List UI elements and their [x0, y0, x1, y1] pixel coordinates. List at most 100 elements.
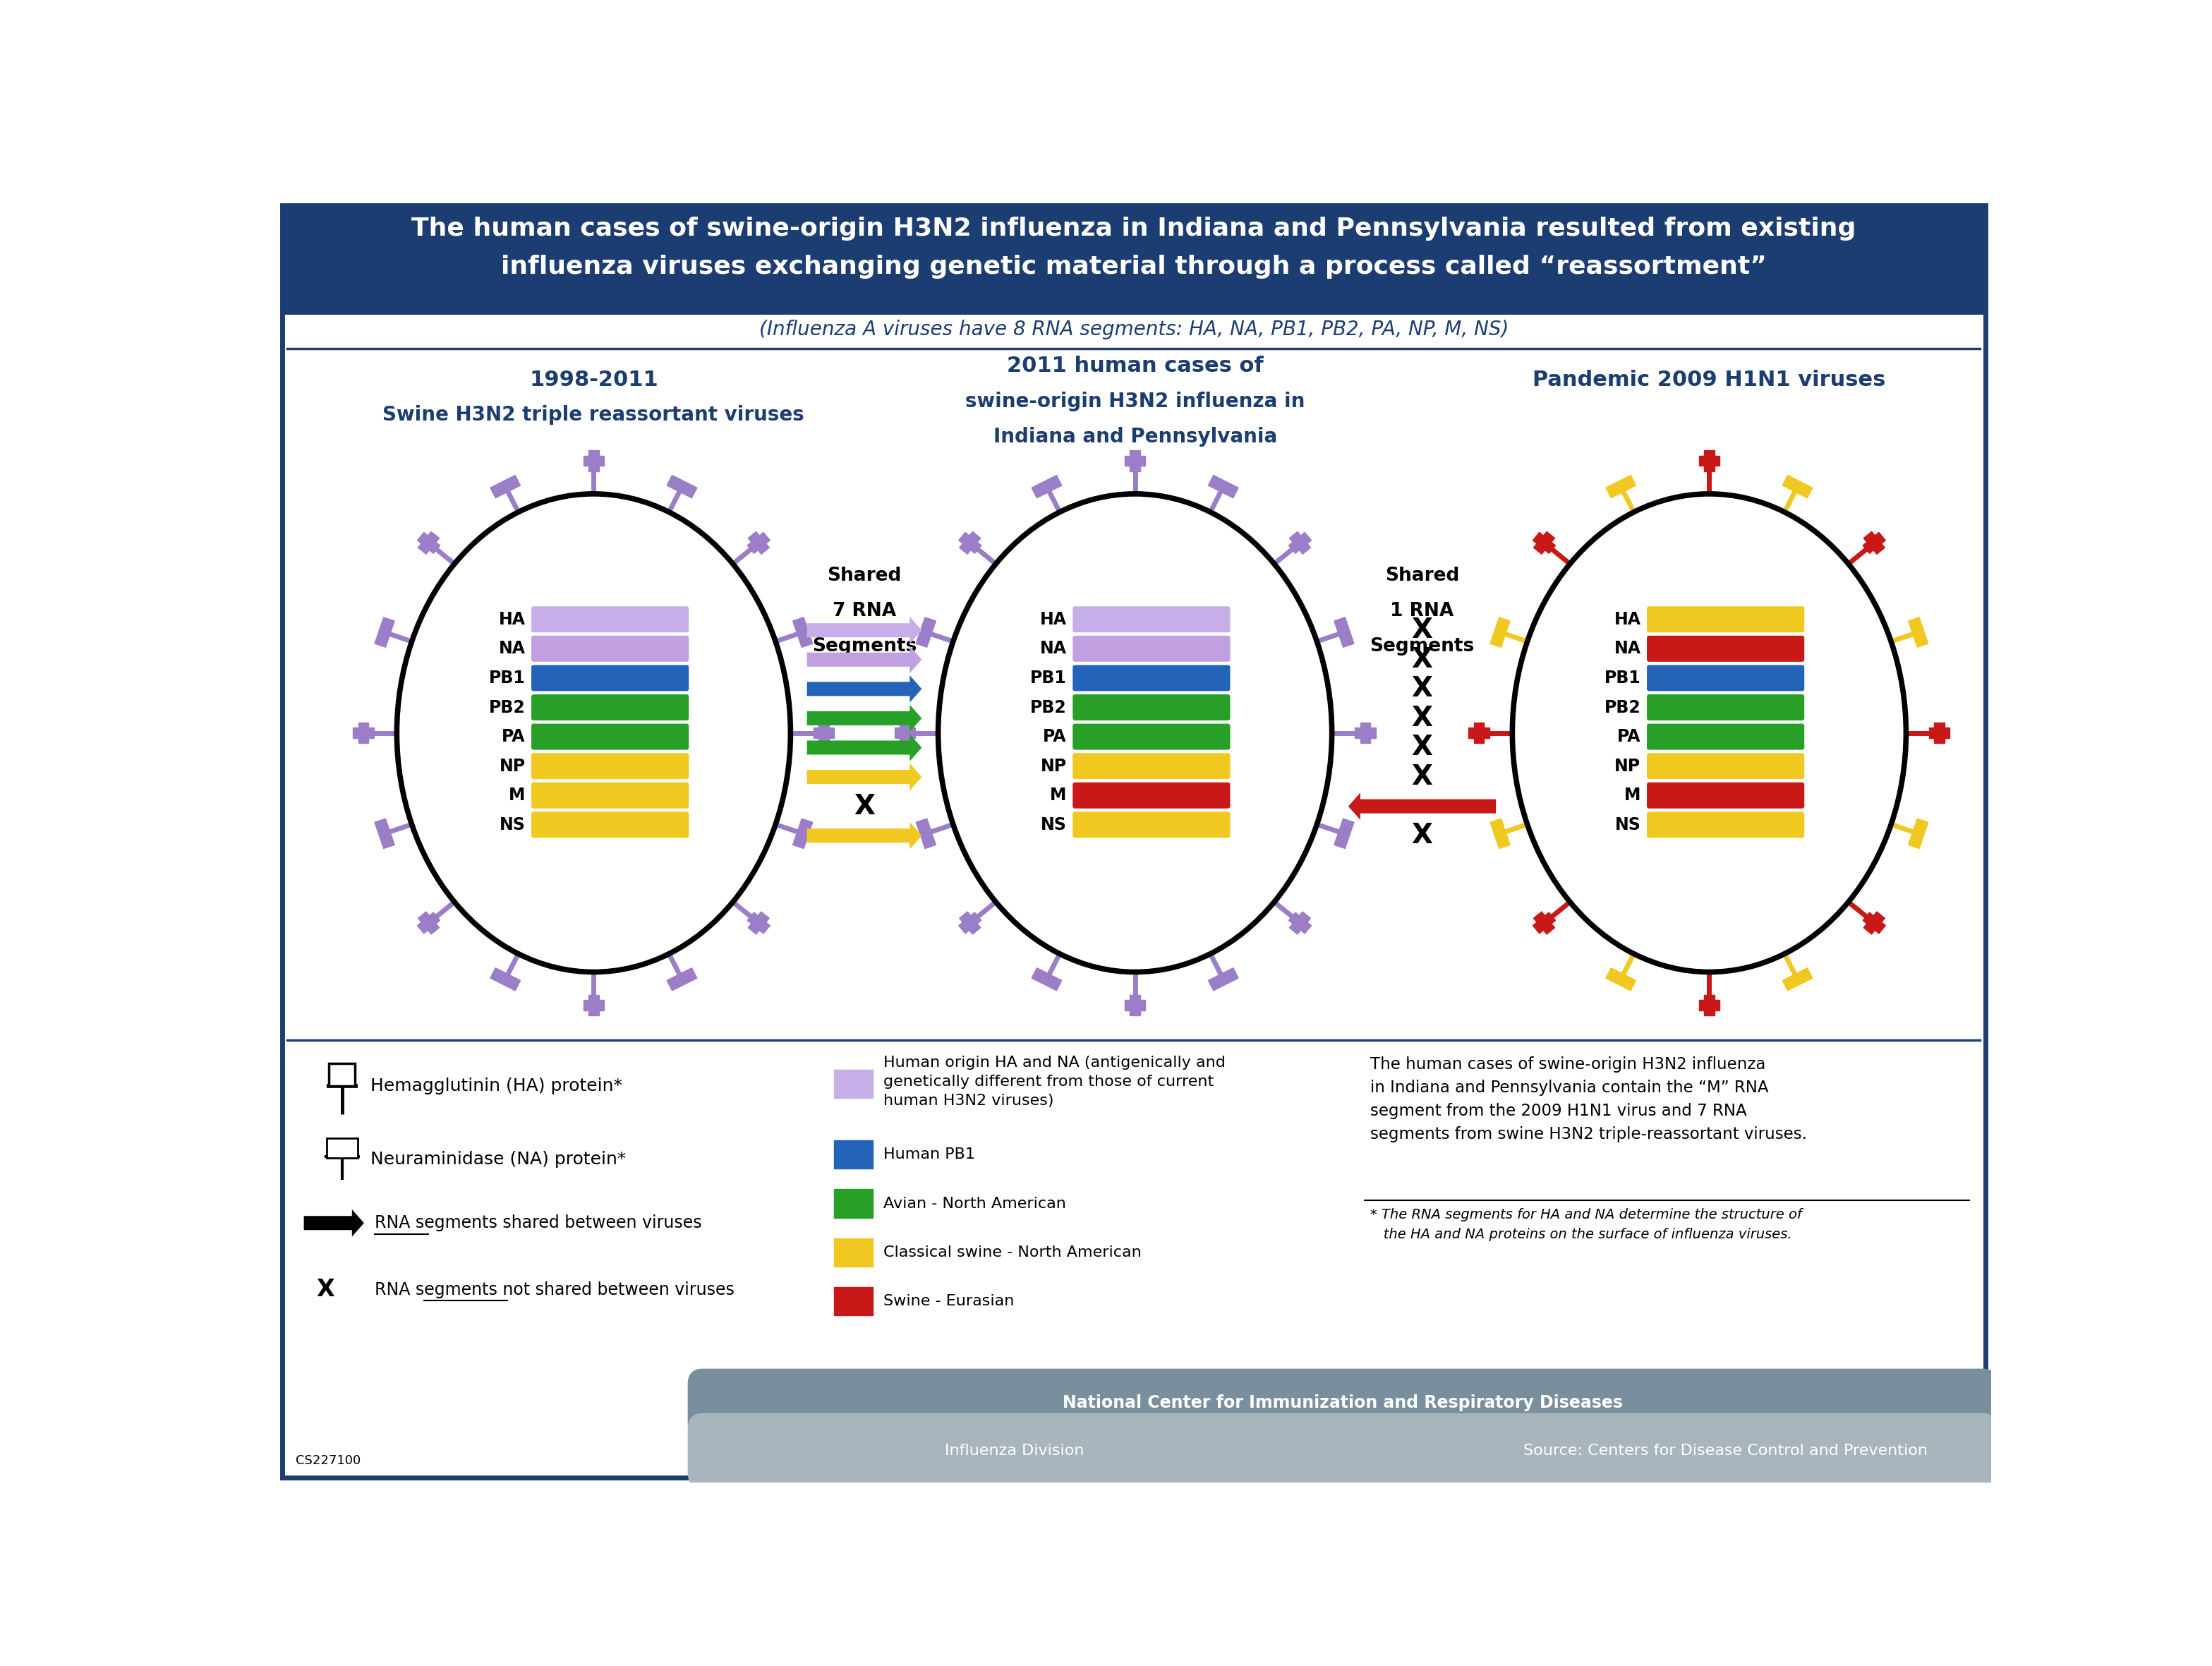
Polygon shape [1703, 995, 1714, 1016]
Polygon shape [1909, 818, 1929, 848]
Text: Swine - Eurasian: Swine - Eurasian [883, 1294, 1015, 1308]
Text: X: X [316, 1278, 334, 1301]
FancyBboxPatch shape [1648, 811, 1805, 838]
Polygon shape [588, 995, 599, 1016]
FancyBboxPatch shape [1073, 723, 1230, 750]
Polygon shape [358, 723, 369, 743]
Polygon shape [1783, 475, 1812, 498]
FancyBboxPatch shape [1073, 695, 1230, 720]
Polygon shape [1491, 618, 1511, 648]
Polygon shape [1130, 995, 1139, 1016]
Text: X: X [1411, 763, 1433, 790]
Polygon shape [1909, 618, 1929, 648]
Text: Avian - North American: Avian - North American [883, 1196, 1066, 1211]
Bar [281, 205, 1986, 315]
Polygon shape [1703, 450, 1714, 471]
Polygon shape [818, 723, 830, 743]
Text: PA: PA [1617, 728, 1641, 745]
FancyBboxPatch shape [531, 665, 688, 691]
Text: M: M [1624, 786, 1641, 805]
Polygon shape [1208, 968, 1239, 991]
FancyArrow shape [807, 705, 922, 731]
Text: NS: NS [500, 816, 524, 833]
Polygon shape [1533, 913, 1555, 933]
Ellipse shape [938, 493, 1332, 971]
Polygon shape [418, 531, 440, 555]
FancyBboxPatch shape [1073, 753, 1230, 780]
Polygon shape [1290, 913, 1312, 933]
Text: RNA segments not shared between viruses: RNA segments not shared between viruses [374, 1281, 734, 1298]
Ellipse shape [396, 493, 790, 971]
Text: Human origin HA and NA (antigenically and
genetically different from those of cu: Human origin HA and NA (antigenically an… [883, 1056, 1225, 1108]
Polygon shape [584, 1000, 604, 1010]
Text: NA: NA [498, 640, 524, 656]
Text: Segments: Segments [812, 638, 916, 656]
FancyArrow shape [807, 646, 922, 673]
Polygon shape [748, 913, 770, 933]
Polygon shape [1863, 533, 1885, 553]
Text: 1 RNA: 1 RNA [1391, 601, 1453, 620]
Polygon shape [1290, 911, 1312, 935]
Polygon shape [1360, 723, 1371, 743]
FancyBboxPatch shape [1073, 606, 1230, 633]
FancyBboxPatch shape [531, 753, 688, 780]
FancyBboxPatch shape [1648, 723, 1805, 750]
Polygon shape [916, 818, 936, 848]
Polygon shape [916, 618, 936, 648]
Polygon shape [958, 913, 982, 933]
Text: NS: NS [1040, 816, 1066, 833]
Polygon shape [1334, 618, 1354, 648]
Text: PB1: PB1 [489, 670, 524, 686]
Text: (Influenza A viruses have 8 RNA segments: HA, NA, PB1, PB2, PA, NP, M, NS): (Influenza A viruses have 8 RNA segments… [759, 320, 1509, 340]
FancyArrow shape [807, 763, 922, 791]
Polygon shape [1031, 475, 1062, 498]
Text: Shared: Shared [1385, 566, 1460, 585]
FancyBboxPatch shape [1073, 636, 1230, 661]
FancyBboxPatch shape [531, 606, 688, 633]
FancyBboxPatch shape [531, 636, 688, 661]
Text: PA: PA [1044, 728, 1066, 745]
Polygon shape [1863, 531, 1885, 555]
Text: X: X [1411, 646, 1433, 673]
Polygon shape [418, 533, 440, 553]
Text: NS: NS [1615, 816, 1641, 833]
Polygon shape [1929, 728, 1949, 738]
Polygon shape [814, 728, 834, 738]
Polygon shape [1031, 968, 1062, 991]
Polygon shape [491, 968, 520, 991]
Text: Shared: Shared [827, 566, 902, 585]
Polygon shape [374, 618, 394, 648]
Polygon shape [958, 533, 982, 553]
Text: 7 RNA: 7 RNA [832, 601, 896, 620]
FancyBboxPatch shape [1648, 783, 1805, 808]
Text: Human PB1: Human PB1 [883, 1148, 975, 1161]
Polygon shape [894, 728, 916, 738]
FancyBboxPatch shape [1648, 636, 1805, 661]
FancyBboxPatch shape [1073, 665, 1230, 691]
Text: 2011 human cases of: 2011 human cases of [1006, 357, 1263, 377]
Polygon shape [668, 968, 697, 991]
Text: The human cases of swine-origin H3N2 influenza
in Indiana and Pennsylvania conta: The human cases of swine-origin H3N2 inf… [1369, 1056, 1807, 1143]
Polygon shape [1334, 818, 1354, 848]
Bar [834, 1070, 872, 1098]
Bar [834, 1288, 872, 1316]
FancyBboxPatch shape [688, 1413, 1997, 1488]
FancyBboxPatch shape [1073, 783, 1230, 808]
FancyArrow shape [807, 616, 922, 643]
Polygon shape [1473, 723, 1484, 743]
Polygon shape [792, 818, 812, 848]
Text: M: M [1051, 786, 1066, 805]
Text: Influenza Division: Influenza Division [945, 1444, 1084, 1458]
Text: X: X [1411, 616, 1433, 643]
FancyArrow shape [1349, 793, 1495, 820]
Polygon shape [1124, 455, 1146, 466]
Polygon shape [1933, 723, 1944, 743]
FancyBboxPatch shape [330, 1063, 356, 1086]
Polygon shape [900, 723, 909, 743]
Polygon shape [1699, 455, 1719, 466]
Polygon shape [418, 911, 440, 935]
FancyBboxPatch shape [1073, 811, 1230, 838]
Polygon shape [418, 913, 440, 933]
Bar [834, 1141, 872, 1168]
Text: The human cases of swine-origin H3N2 influenza in Indiana and Pennsylvania resul: The human cases of swine-origin H3N2 inf… [411, 217, 1856, 240]
